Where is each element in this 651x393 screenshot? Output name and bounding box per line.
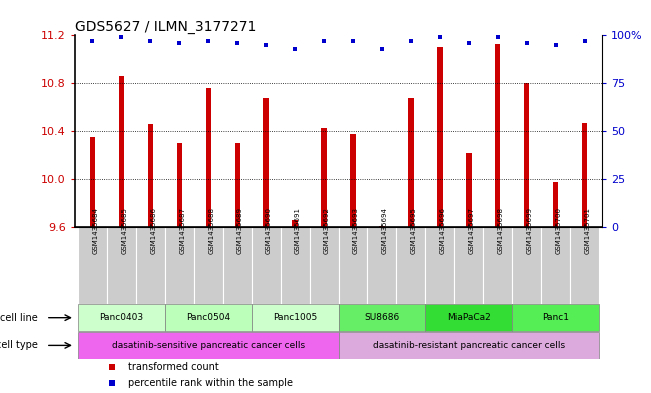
Bar — [251, 227, 281, 304]
Text: GSM1435689: GSM1435689 — [237, 208, 243, 255]
Bar — [322, 128, 327, 227]
Bar — [339, 227, 368, 304]
Point — [551, 42, 561, 48]
Bar — [135, 227, 165, 304]
Point — [319, 38, 329, 44]
Bar — [193, 227, 223, 304]
Text: Panc0403: Panc0403 — [99, 313, 143, 322]
Text: Panc1005: Panc1005 — [273, 313, 317, 322]
Point — [145, 38, 156, 44]
Point — [107, 364, 117, 370]
Bar — [437, 47, 443, 227]
Text: GSM1435695: GSM1435695 — [411, 208, 417, 254]
Bar — [350, 134, 355, 227]
Text: GSM1435686: GSM1435686 — [150, 208, 156, 255]
Text: MiaPaCa2: MiaPaCa2 — [447, 313, 491, 322]
Text: GSM1435691: GSM1435691 — [295, 208, 301, 255]
Bar — [281, 227, 309, 304]
Bar — [408, 98, 413, 227]
Bar — [553, 182, 559, 227]
Bar — [90, 137, 95, 227]
Point — [290, 46, 300, 52]
Point — [116, 34, 126, 40]
Bar — [77, 332, 339, 359]
Bar — [542, 227, 570, 304]
Text: cell type: cell type — [0, 340, 38, 351]
Bar — [107, 227, 135, 304]
Bar — [570, 227, 600, 304]
Point — [107, 380, 117, 386]
Text: dasatinib-resistant pancreatic cancer cells: dasatinib-resistant pancreatic cancer ce… — [373, 341, 565, 350]
Text: GSM1435697: GSM1435697 — [469, 208, 475, 255]
Text: GSM1435698: GSM1435698 — [498, 208, 504, 255]
Bar — [426, 305, 512, 331]
Bar — [176, 143, 182, 227]
Point — [174, 40, 184, 46]
Point — [435, 34, 445, 40]
Bar — [454, 227, 484, 304]
Text: transformed count: transformed count — [128, 362, 218, 372]
Bar — [223, 227, 251, 304]
Text: GSM1435701: GSM1435701 — [585, 208, 591, 255]
Point — [87, 38, 98, 44]
Text: GSM1435688: GSM1435688 — [208, 208, 214, 255]
Point — [232, 40, 242, 46]
Bar — [339, 305, 426, 331]
Point — [579, 38, 590, 44]
Text: GSM1435699: GSM1435699 — [527, 208, 533, 255]
Bar — [396, 227, 426, 304]
Bar — [165, 305, 251, 331]
Text: GSM1435690: GSM1435690 — [266, 208, 272, 255]
Bar — [77, 227, 107, 304]
Point — [464, 40, 474, 46]
Point — [261, 42, 271, 48]
Point — [203, 38, 214, 44]
Bar — [165, 227, 193, 304]
Text: GSM1435700: GSM1435700 — [556, 208, 562, 255]
Bar — [380, 226, 385, 227]
Bar — [206, 88, 211, 227]
Bar — [234, 143, 240, 227]
Text: percentile rank within the sample: percentile rank within the sample — [128, 378, 292, 388]
Bar — [466, 153, 471, 227]
Bar — [77, 305, 165, 331]
Text: GSM1435684: GSM1435684 — [92, 208, 98, 254]
Text: cell line: cell line — [0, 313, 38, 323]
Bar — [495, 44, 501, 227]
Bar — [339, 332, 600, 359]
Text: GSM1435687: GSM1435687 — [179, 208, 185, 255]
Text: GDS5627 / ILMN_3177271: GDS5627 / ILMN_3177271 — [75, 20, 256, 34]
Text: GSM1435696: GSM1435696 — [440, 208, 446, 255]
Bar — [148, 124, 153, 227]
Bar — [426, 227, 454, 304]
Bar — [368, 227, 396, 304]
Bar — [484, 227, 512, 304]
Text: GSM1435685: GSM1435685 — [121, 208, 127, 254]
Text: SU8686: SU8686 — [365, 313, 400, 322]
Bar — [512, 305, 600, 331]
Bar — [292, 220, 298, 227]
Text: Panc0504: Panc0504 — [186, 313, 230, 322]
Bar — [582, 123, 587, 227]
Bar — [524, 83, 529, 227]
Bar — [264, 98, 269, 227]
Point — [377, 46, 387, 52]
Text: GSM1435693: GSM1435693 — [353, 208, 359, 255]
Bar — [251, 305, 339, 331]
Bar — [309, 227, 339, 304]
Text: GSM1435692: GSM1435692 — [324, 208, 330, 254]
Point — [521, 40, 532, 46]
Text: Panc1: Panc1 — [542, 313, 570, 322]
Point — [348, 38, 358, 44]
Bar — [118, 76, 124, 227]
Text: dasatinib-sensitive pancreatic cancer cells: dasatinib-sensitive pancreatic cancer ce… — [111, 341, 305, 350]
Point — [493, 34, 503, 40]
Point — [406, 38, 416, 44]
Text: GSM1435694: GSM1435694 — [382, 208, 388, 254]
Bar — [512, 227, 542, 304]
